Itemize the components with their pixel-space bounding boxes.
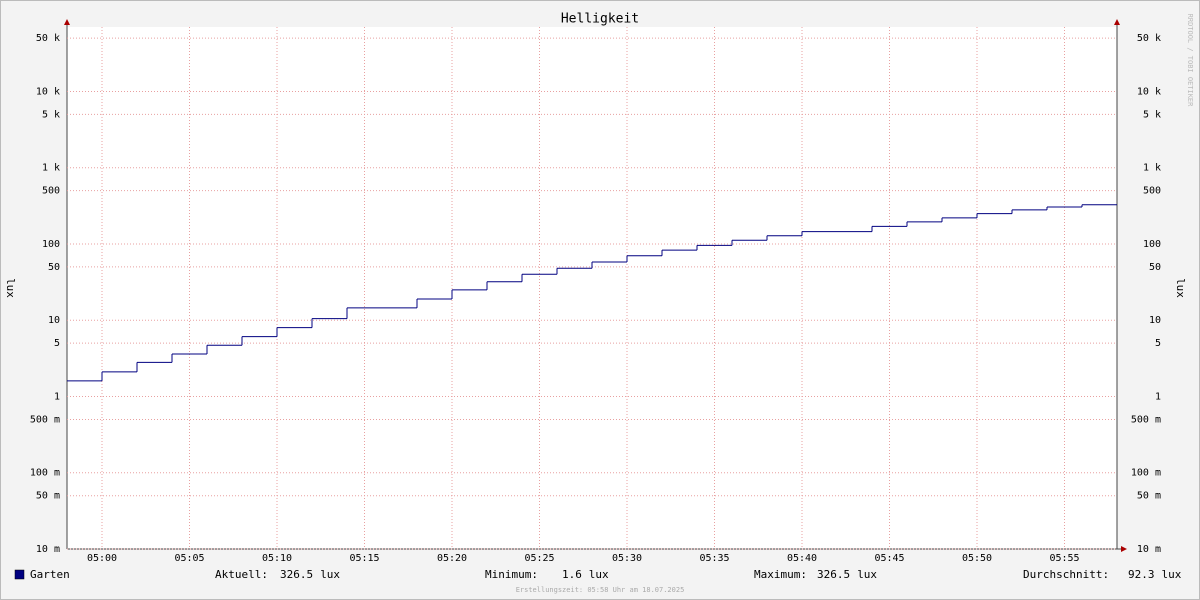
x-tick-label: 05:30	[612, 553, 642, 564]
stat-unit: lux	[589, 568, 609, 581]
x-tick-label: 05:40	[787, 553, 817, 564]
legend-swatch	[14, 569, 25, 580]
y-tick-label: 100 m	[30, 468, 60, 479]
y2-tick-label: 500 m	[1131, 414, 1161, 425]
x-tick-label: 05:25	[524, 553, 554, 564]
y2-tick-label: 10 m	[1137, 544, 1161, 555]
y2-tick-label: 10	[1149, 315, 1161, 326]
y-tick-label: 1 k	[42, 163, 60, 174]
stat-label: Aktuell:	[215, 568, 268, 581]
x-tick-label: 05:00	[87, 553, 117, 564]
y2-tick-label: 100	[1143, 239, 1161, 250]
stat-unit: lux	[857, 568, 877, 581]
y2-tick-label: 1 k	[1143, 163, 1161, 174]
y2-tick-label: 50 k	[1137, 33, 1161, 44]
y2-tick-label: 1	[1155, 391, 1161, 402]
y-tick-label: 5 k	[42, 109, 60, 120]
y-tick-label: 10	[48, 315, 60, 326]
y-tick-label: 5	[54, 338, 60, 349]
x-tick-label: 05:50	[962, 553, 992, 564]
y2-tick-label: 100 m	[1131, 468, 1161, 479]
stat-value: 1.6	[562, 568, 582, 581]
legend-label: Garten	[30, 568, 70, 581]
x-tick-label: 05:55	[1049, 553, 1079, 564]
y-tick-label: 100	[42, 239, 60, 250]
y-tick-label: 500	[42, 186, 60, 197]
stat-label: Minimum:	[485, 568, 538, 581]
x-tick-label: 05:10	[262, 553, 292, 564]
y-tick-label: 10 k	[36, 86, 60, 97]
y-tick-label: 50 m	[36, 491, 60, 502]
stat-value: 326.5	[280, 568, 313, 581]
axis-arrow	[1121, 546, 1127, 552]
y2-tick-label: 10 k	[1137, 86, 1161, 97]
x-tick-label: 05:45	[874, 553, 904, 564]
y-axis-label: lux	[4, 278, 17, 298]
stat-label: Durchschnitt:	[1023, 568, 1109, 581]
y-tick-label: 10 m	[36, 544, 60, 555]
stat-value: 326.5	[817, 568, 850, 581]
y2-axis-label: lux	[1174, 278, 1187, 298]
watermark: RRDTOOL / TOBI OETIKER	[1186, 14, 1194, 108]
stat-value: 92.3	[1128, 568, 1155, 581]
y2-tick-label: 5	[1155, 338, 1161, 349]
y-tick-label: 50	[48, 262, 60, 273]
stat-label: Maximum:	[754, 568, 807, 581]
y2-tick-label: 50 m	[1137, 491, 1161, 502]
y2-tick-label: 50	[1149, 262, 1161, 273]
axis-arrow	[1114, 19, 1120, 25]
x-tick-label: 05:15	[349, 553, 379, 564]
y2-tick-label: 500	[1143, 186, 1161, 197]
axis-arrow	[64, 19, 70, 25]
y-tick-label: 500 m	[30, 414, 60, 425]
plot-area	[67, 27, 1117, 549]
footer: Erstellungszeit: 05:58 Uhr am 18.07.2025	[516, 586, 685, 594]
stat-unit: lux	[1162, 568, 1182, 581]
x-tick-label: 05:20	[437, 553, 467, 564]
x-tick-label: 05:35	[699, 553, 729, 564]
y-tick-label: 1	[54, 391, 60, 402]
stat-unit: lux	[320, 568, 340, 581]
y2-tick-label: 5 k	[1143, 109, 1161, 120]
chart-title: Helligkeit	[561, 12, 639, 27]
y-tick-label: 50 k	[36, 33, 60, 44]
x-tick-label: 05:05	[174, 553, 204, 564]
